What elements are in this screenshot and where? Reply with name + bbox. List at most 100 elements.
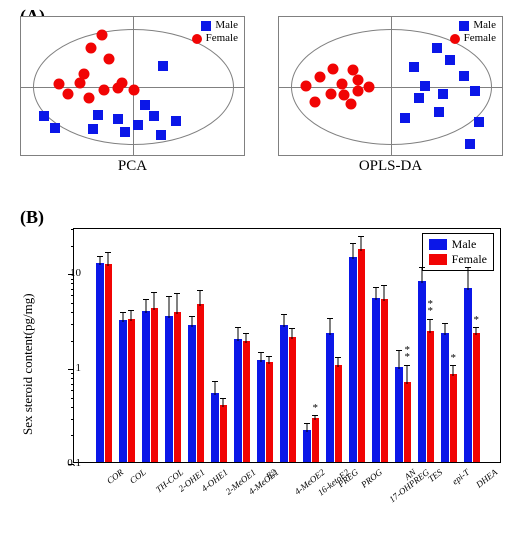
point-female <box>301 80 312 91</box>
y-tick-label: 1 <box>76 362 82 374</box>
bar-female <box>266 362 274 462</box>
bar-female <box>220 405 228 462</box>
point-male <box>414 93 424 103</box>
bar-female <box>335 365 343 462</box>
scatter-opls-da: MaleFemale OPLS-DA <box>278 16 503 181</box>
bar-male <box>165 316 173 462</box>
point-male <box>39 111 49 121</box>
point-male <box>171 116 181 126</box>
point-female <box>97 30 108 41</box>
point-male <box>459 71 469 81</box>
point-male <box>113 114 123 124</box>
bar-female <box>312 418 320 462</box>
point-female <box>85 42 96 53</box>
scatter-title: OPLS-DA <box>278 158 503 175</box>
bar-female <box>243 341 251 462</box>
bar-male <box>142 311 150 462</box>
bar-male <box>303 430 311 462</box>
x-tick-label: PROG <box>359 467 384 490</box>
bar-male <box>326 333 334 462</box>
bar-male <box>395 367 403 462</box>
panel-b: Sex steroid content(pg/mg) Male Female *… <box>18 210 513 530</box>
significance-marker: * <box>313 405 319 412</box>
point-female <box>54 79 65 90</box>
point-male <box>445 55 455 65</box>
point-male <box>50 123 60 133</box>
scatter-frame: MaleFemale <box>20 16 245 156</box>
point-male <box>140 100 150 110</box>
x-tick-label: TES <box>426 467 444 484</box>
point-male <box>149 111 159 121</box>
point-female <box>328 63 339 74</box>
point-female <box>364 82 375 93</box>
point-male <box>88 124 98 134</box>
bar-female <box>381 299 389 462</box>
point-male <box>420 81 430 91</box>
bar-male <box>349 257 357 462</box>
significance-marker: ** <box>428 301 434 315</box>
point-female <box>337 79 348 90</box>
point-female <box>99 84 110 95</box>
point-male <box>120 127 130 137</box>
bar-male <box>280 325 288 462</box>
significance-marker: * <box>474 317 480 324</box>
bar-female <box>128 319 136 462</box>
scatter-frame: MaleFemale <box>278 16 503 156</box>
y-tick-label: 0.1 <box>67 457 81 469</box>
x-tick-label: COL <box>128 467 148 486</box>
legend-a: MaleFemale <box>450 19 496 45</box>
point-female <box>325 89 336 100</box>
bar-female <box>105 264 113 462</box>
y-axis-label: Sex steroid content(pg/mg) <box>20 293 36 435</box>
bar-female <box>174 312 182 462</box>
bar-male <box>372 298 380 462</box>
point-female <box>128 84 139 95</box>
bar-male <box>119 320 127 462</box>
x-tick-label: COR <box>105 467 125 486</box>
bar-female <box>358 249 366 462</box>
bar-male <box>257 360 265 462</box>
point-female <box>63 89 74 100</box>
bar-female <box>473 333 481 462</box>
point-female <box>352 86 363 97</box>
point-male <box>158 61 168 71</box>
point-female <box>348 65 359 76</box>
point-male <box>133 120 143 130</box>
point-male <box>434 107 444 117</box>
point-female <box>103 54 114 65</box>
scatter-pca: MaleFemalePCA <box>20 16 245 181</box>
point-female <box>117 77 128 88</box>
point-female <box>83 93 94 104</box>
bar-male <box>96 263 104 462</box>
point-male <box>156 130 166 140</box>
significance-marker: ** <box>405 347 411 361</box>
bar-chart: Male Female ******* <box>73 228 501 463</box>
significance-marker: * <box>451 355 457 362</box>
bar-male <box>188 325 196 462</box>
bar-male <box>441 333 449 462</box>
bar-male <box>418 281 426 462</box>
panel-a: MaleFemalePCAMaleFemaleOPLS-DA <box>20 8 510 203</box>
bar-female <box>427 331 435 462</box>
point-female <box>79 69 90 80</box>
point-female <box>352 75 363 86</box>
bar-male <box>464 288 472 462</box>
point-male <box>432 43 442 53</box>
y-tick-label: 10 <box>70 267 81 279</box>
bar-female <box>289 337 297 462</box>
point-male <box>474 117 484 127</box>
point-male <box>400 113 410 123</box>
bar-female <box>151 308 159 462</box>
point-male <box>409 62 419 72</box>
point-male <box>93 110 103 120</box>
bar-male <box>234 339 242 462</box>
bar-male <box>211 393 219 462</box>
bar-female <box>450 374 458 462</box>
legend-a: MaleFemale <box>192 19 238 45</box>
x-tick-label: DHEA <box>474 467 499 490</box>
point-male <box>438 89 448 99</box>
point-female <box>314 72 325 83</box>
bar-female <box>197 304 205 462</box>
bar-female <box>404 382 412 462</box>
point-female <box>310 97 321 108</box>
